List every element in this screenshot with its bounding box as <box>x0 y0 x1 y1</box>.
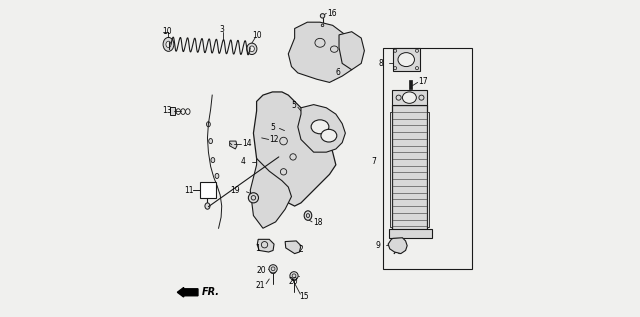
Ellipse shape <box>398 53 415 67</box>
Text: 19: 19 <box>230 186 240 195</box>
Text: 18: 18 <box>313 218 323 227</box>
Bar <box>410 80 412 89</box>
Polygon shape <box>250 158 291 228</box>
Polygon shape <box>285 241 301 254</box>
Bar <box>389 229 431 238</box>
Text: 17: 17 <box>419 77 428 86</box>
Text: 5: 5 <box>291 101 296 110</box>
Text: 3: 3 <box>220 25 224 34</box>
Ellipse shape <box>248 193 259 203</box>
Bar <box>390 112 392 227</box>
Ellipse shape <box>321 24 324 27</box>
Ellipse shape <box>166 41 171 48</box>
Ellipse shape <box>215 173 219 178</box>
Text: 10: 10 <box>162 27 172 36</box>
FancyArrow shape <box>177 288 198 297</box>
Ellipse shape <box>304 211 312 220</box>
Text: 16: 16 <box>327 9 337 18</box>
Bar <box>200 182 216 198</box>
Bar <box>392 105 426 233</box>
Bar <box>383 48 472 269</box>
Polygon shape <box>170 107 175 115</box>
Polygon shape <box>257 239 274 252</box>
Ellipse shape <box>269 265 277 273</box>
Text: 7: 7 <box>372 157 376 166</box>
Polygon shape <box>253 92 336 206</box>
Text: 1: 1 <box>255 244 260 253</box>
Bar <box>426 112 429 227</box>
Text: 9: 9 <box>376 241 381 250</box>
Text: 4: 4 <box>241 157 246 166</box>
Ellipse shape <box>290 272 298 280</box>
Polygon shape <box>298 105 346 152</box>
Ellipse shape <box>211 158 215 163</box>
Polygon shape <box>388 238 407 254</box>
Text: 6: 6 <box>335 68 340 77</box>
Ellipse shape <box>291 277 296 281</box>
Ellipse shape <box>403 92 417 103</box>
Ellipse shape <box>321 129 337 142</box>
Polygon shape <box>230 141 237 149</box>
Ellipse shape <box>247 43 257 55</box>
Text: 20: 20 <box>288 277 298 286</box>
Text: 5: 5 <box>270 123 275 132</box>
Bar <box>393 48 420 71</box>
Polygon shape <box>288 22 355 82</box>
Text: 11: 11 <box>184 186 194 195</box>
Ellipse shape <box>163 37 174 51</box>
Text: 8: 8 <box>379 59 383 68</box>
Polygon shape <box>339 32 364 70</box>
Bar <box>392 90 426 105</box>
Text: 20: 20 <box>257 266 266 275</box>
Text: 14: 14 <box>243 139 252 148</box>
Text: FR.: FR. <box>202 287 220 297</box>
Text: 21: 21 <box>256 281 266 290</box>
Text: 2: 2 <box>298 245 303 254</box>
Text: 12: 12 <box>269 135 279 144</box>
Polygon shape <box>255 134 262 143</box>
Ellipse shape <box>250 46 254 52</box>
Ellipse shape <box>205 203 210 209</box>
Text: 13: 13 <box>162 107 172 115</box>
Ellipse shape <box>320 14 324 18</box>
Ellipse shape <box>207 122 211 127</box>
Text: 15: 15 <box>300 292 309 301</box>
Ellipse shape <box>209 139 212 144</box>
Ellipse shape <box>311 120 329 134</box>
Text: 10: 10 <box>252 31 262 40</box>
Ellipse shape <box>271 270 276 274</box>
